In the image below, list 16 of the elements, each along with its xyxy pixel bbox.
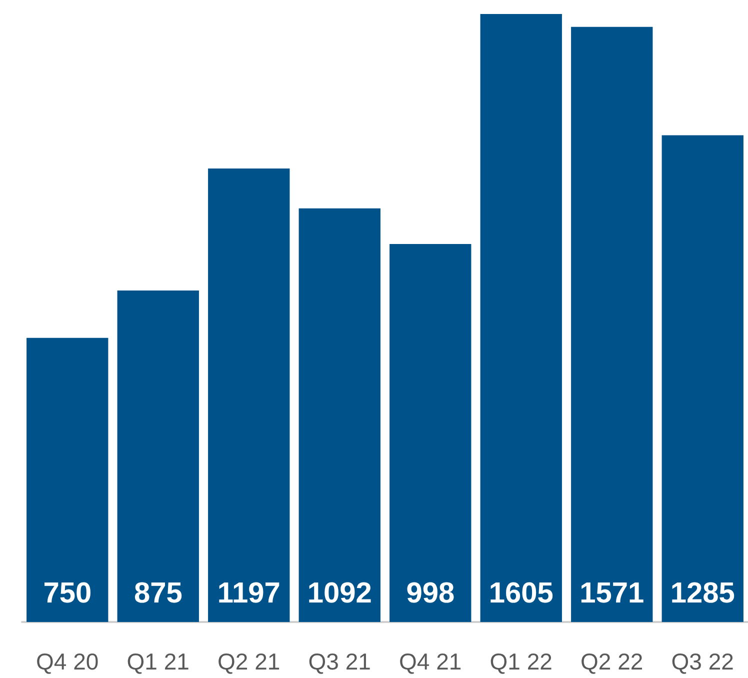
data-label: 875 [134,578,182,610]
data-label: 1605 [488,578,554,610]
data-label: 750 [43,578,92,610]
x-tick-label: Q1 21 [126,648,190,674]
data-label: 1197 [217,578,280,610]
x-tick-label: Q1 22 [490,648,552,674]
x-tick-label: Q3 21 [308,648,371,674]
data-label: 998 [406,578,455,610]
x-tick-label: Q3 22 [671,648,734,674]
data-label: 1285 [670,578,735,610]
data-label: 1571 [580,578,644,610]
x-tick-label: Q4 21 [399,648,462,674]
x-tick-label: Q2 21 [218,648,280,674]
data-label: 1092 [307,578,372,610]
x-tick-label: Q4 20 [36,648,99,674]
x-tick-label: Q2 22 [580,648,644,674]
